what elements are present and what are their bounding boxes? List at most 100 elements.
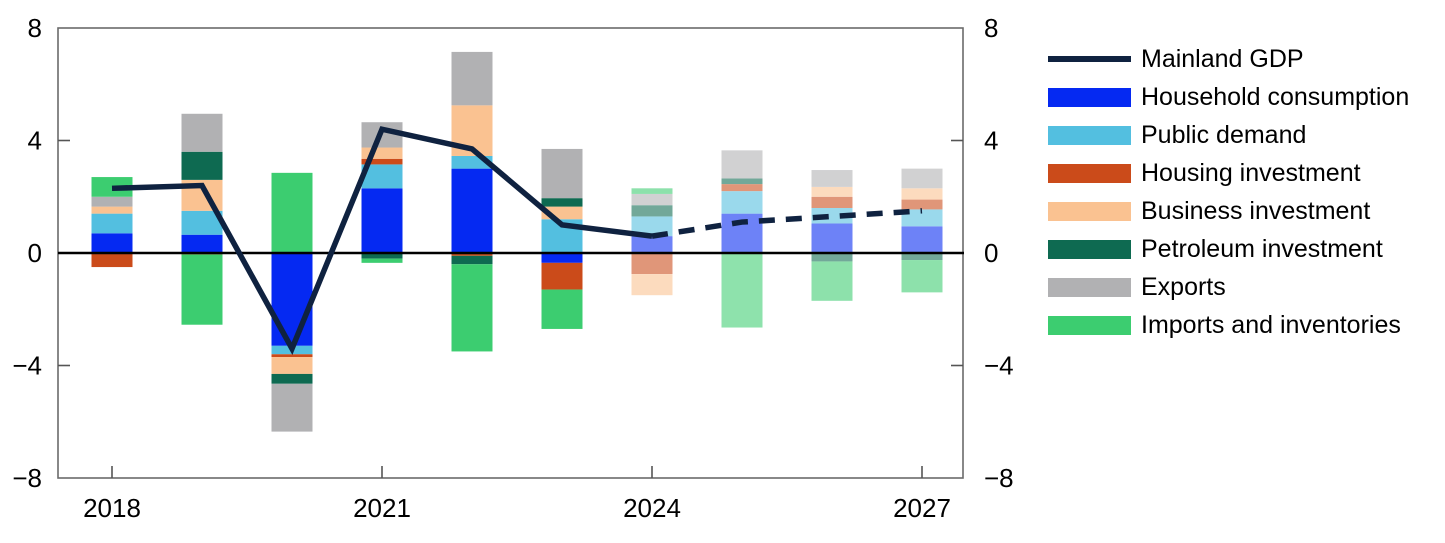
segment-household-consumption	[901, 226, 943, 253]
bar-2020	[271, 172, 313, 432]
legend-label: Imports and inventories	[1141, 310, 1401, 339]
legend-color-swatch	[1048, 315, 1131, 335]
segment-household-consumption	[451, 168, 493, 253]
segment-housing-investment	[451, 253, 493, 256]
segment-petroleum-investment	[181, 151, 223, 180]
bar-2022	[451, 51, 493, 352]
segment-imports-and-inventories	[451, 264, 493, 352]
x-axis-label: 2021	[353, 493, 411, 523]
y-axis-label-right: 4	[984, 126, 998, 156]
ticks-group	[58, 139, 963, 478]
y-axis-label-left: 8	[28, 13, 42, 43]
x-axis-label: 2027	[893, 493, 951, 523]
bar-2023	[541, 148, 583, 329]
legend-color-swatch	[1048, 125, 1131, 145]
bar-2025	[721, 150, 763, 328]
segment-housing-investment	[901, 199, 943, 210]
legend-label: Household consumption	[1141, 82, 1410, 111]
segment-petroleum-investment	[271, 373, 313, 384]
legend-item: Exports	[1048, 268, 1409, 306]
segment-petroleum-investment	[901, 253, 943, 261]
segment-imports-and-inventories	[811, 261, 853, 301]
legend-color-swatch	[1048, 201, 1131, 221]
segment-housing-investment	[271, 354, 313, 358]
y-axis-label-left: 0	[28, 238, 42, 268]
segment-exports	[451, 51, 493, 106]
segment-exports	[271, 383, 313, 432]
segment-housing-investment	[91, 253, 133, 268]
legend-item: Business investment	[1048, 192, 1409, 230]
segment-housing-investment	[631, 253, 673, 275]
gdp-line-solid	[111, 126, 653, 355]
segment-business-investment	[631, 274, 673, 296]
segment-business-investment	[271, 357, 313, 374]
segment-petroleum-investment	[541, 198, 583, 207]
segment-petroleum-investment	[631, 205, 673, 217]
x-axis-label: 2018	[83, 493, 141, 523]
segment-household-consumption	[91, 233, 133, 253]
segment-business-investment	[811, 186, 853, 197]
segment-housing-investment	[721, 184, 763, 192]
gdp-line-dashed	[651, 208, 923, 239]
segment-household-consumption	[631, 236, 673, 253]
legend-item: Housing investment	[1048, 154, 1409, 192]
y-axis-label-right: 0	[984, 238, 998, 268]
segment-petroleum-investment	[811, 253, 853, 262]
plot-area: 8 8 4 4 0 0 −4 −4 −8 −8 2018 2021 2024 2027	[12, 13, 1013, 523]
legend-color-swatch	[1048, 239, 1131, 259]
segment-public-demand	[901, 209, 943, 227]
segment-public-demand	[181, 210, 223, 235]
bar-2026	[811, 170, 853, 301]
y-axis-label-right: 8	[984, 13, 998, 43]
legend-label: Public demand	[1141, 120, 1307, 149]
legend-color-swatch	[1048, 163, 1131, 183]
legend: Mainland GDP Household consumption Public …	[1048, 40, 1409, 344]
x-axis-label: 2024	[623, 493, 681, 523]
segment-household-consumption	[541, 253, 583, 263]
segment-exports	[811, 170, 853, 187]
legend-label: Petroleum investment	[1141, 234, 1383, 263]
segment-public-demand	[721, 191, 763, 214]
segment-business-investment	[901, 188, 943, 200]
segment-household-consumption	[271, 253, 313, 346]
y-axis-label-right: −4	[984, 351, 1014, 381]
segment-imports-and-inventories	[181, 254, 223, 325]
legend-color-swatch	[1048, 87, 1131, 107]
legend-label: Business investment	[1141, 196, 1371, 225]
segment-imports-and-inventories	[631, 188, 673, 194]
y-axis-label-right: −8	[984, 463, 1014, 493]
segment-imports-and-inventories	[901, 260, 943, 293]
segment-imports-and-inventories	[361, 258, 403, 263]
segment-exports	[631, 193, 673, 206]
axis-labels-group: 8 8 4 4 0 0 −4 −4 −8 −8 2018 2021 2024 2027	[12, 13, 1013, 523]
segment-exports	[91, 196, 133, 207]
legend-label: Exports	[1141, 272, 1226, 301]
legend-item: Public demand	[1048, 116, 1409, 154]
segment-petroleum-investment	[721, 178, 763, 185]
segment-housing-investment	[361, 158, 403, 165]
segment-business-investment	[361, 147, 403, 159]
segment-household-consumption	[361, 188, 403, 253]
legend-item: Mainland GDP	[1048, 40, 1409, 78]
legend-item: Household consumption	[1048, 78, 1409, 116]
bar-2027	[901, 168, 943, 293]
legend-item: Petroleum investment	[1048, 230, 1409, 268]
segment-public-demand	[91, 213, 133, 234]
segment-exports	[721, 150, 763, 179]
legend-label: Housing investment	[1141, 158, 1361, 187]
bars-group	[91, 51, 943, 432]
bar-2018	[91, 177, 133, 268]
segment-imports-and-inventories	[271, 172, 313, 253]
segment-imports-and-inventories	[721, 253, 763, 328]
y-axis-label-left: 4	[28, 126, 42, 156]
segment-exports	[541, 148, 583, 199]
segment-petroleum-investment	[451, 255, 493, 265]
segment-public-demand	[361, 164, 403, 189]
segment-petroleum-investment	[361, 253, 403, 259]
segment-household-consumption	[181, 234, 223, 253]
legend-color-swatch	[1048, 277, 1131, 297]
segment-imports-and-inventories	[541, 289, 583, 329]
segment-exports	[901, 168, 943, 189]
segment-housing-investment	[811, 196, 853, 208]
